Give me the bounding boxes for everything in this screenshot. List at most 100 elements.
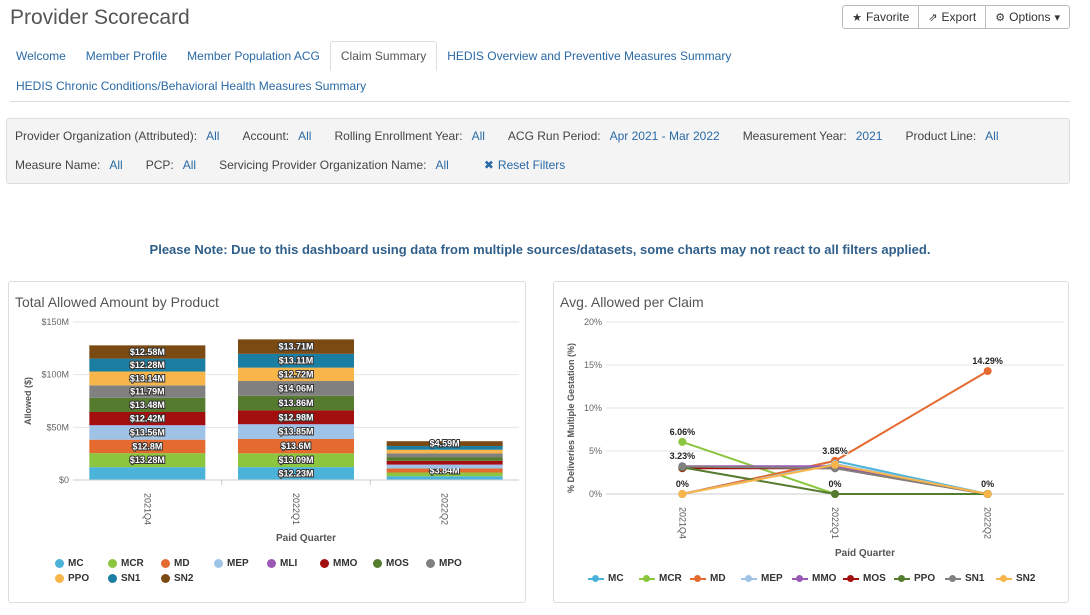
gear-icon: ⚙ bbox=[995, 11, 1006, 24]
legend-item-sn1[interactable]: SN1 bbox=[945, 573, 984, 584]
legend-item-mmo[interactable]: MMO bbox=[792, 573, 836, 584]
bar-segment-mos bbox=[386, 457, 503, 461]
legend-marker bbox=[267, 559, 276, 568]
bar-data-label: $13.6M bbox=[281, 441, 311, 451]
legend-item-mep[interactable]: MEP bbox=[214, 558, 249, 569]
legend-item-mmo[interactable]: MMO bbox=[320, 558, 357, 569]
tab-welcome[interactable]: Welcome bbox=[16, 49, 66, 63]
legend-label: PPO bbox=[68, 573, 90, 584]
legend-label: MOS bbox=[386, 558, 409, 569]
bar-segment-md bbox=[238, 439, 354, 454]
bar-segment-sn1 bbox=[89, 358, 206, 372]
bar-segment-sn2 bbox=[238, 339, 354, 354]
bar-data-label: $13.09M bbox=[278, 455, 313, 465]
bar-data-label: $14.06M bbox=[278, 383, 313, 393]
legend-label: SN2 bbox=[1016, 573, 1036, 584]
tab-hedis-chronic[interactable]: HEDIS Chronic Conditions/Behavioral Heal… bbox=[16, 79, 367, 93]
legend-marker bbox=[690, 574, 706, 583]
reset-filters-label: Reset Filters bbox=[497, 158, 566, 172]
filter-rolling-enrollment-year[interactable]: All bbox=[471, 129, 485, 143]
close-icon: ✖ bbox=[483, 158, 494, 172]
legend-marker bbox=[588, 574, 604, 583]
data-point-sn2 bbox=[831, 460, 839, 469]
bar-segment-mos bbox=[238, 395, 354, 411]
filter-label: Servicing Provider Organization Name: bbox=[219, 158, 427, 172]
y-axis-title: % Deliveries Multiple Gestation (%) bbox=[566, 343, 576, 493]
legend-item-mep[interactable]: MEP bbox=[741, 573, 783, 584]
legend-item-ppo[interactable]: PPO bbox=[894, 573, 935, 584]
bar-data-label: $12.98M bbox=[278, 412, 313, 422]
legend-label: MCR bbox=[659, 573, 682, 584]
legend-item-sn2[interactable]: SN2 bbox=[996, 573, 1035, 584]
filter-measure-name[interactable]: All bbox=[109, 158, 123, 172]
legend-item-md[interactable]: MD bbox=[161, 558, 190, 569]
reset-filters-button[interactable]: ✖ Reset Filters bbox=[484, 158, 565, 172]
bar-segment-mmo bbox=[386, 460, 503, 465]
legend-label: MEP bbox=[761, 573, 783, 584]
legend-item-mpo[interactable]: MPO bbox=[426, 558, 462, 569]
tab-member-population-acg[interactable]: Member Population ACG bbox=[187, 49, 320, 63]
bar-segment-mc bbox=[238, 467, 354, 480]
bar-data-label: $12.28M bbox=[130, 360, 165, 370]
legend-marker bbox=[108, 574, 117, 583]
legend-label: SN1 bbox=[121, 573, 141, 584]
legend-item-mli[interactable]: MLI bbox=[267, 558, 297, 569]
bar-segment-mmo bbox=[89, 411, 206, 426]
bar-segment-mpo bbox=[386, 453, 503, 458]
legend-item-md[interactable]: MD bbox=[690, 573, 726, 584]
bar-segment-sn1 bbox=[238, 353, 354, 368]
legend-label: MLI bbox=[280, 558, 298, 569]
filter-label: Provider Organization (Attributed): bbox=[15, 129, 198, 143]
options-button[interactable]: ⚙ Options ▾ bbox=[985, 5, 1070, 29]
tab-claim-summary[interactable]: Claim Summary bbox=[329, 41, 438, 71]
legend-item-mos[interactable]: MOS bbox=[843, 573, 886, 584]
bar-data-label: $13.56M bbox=[130, 428, 165, 438]
legend-item-mcr[interactable]: MCR bbox=[108, 558, 144, 569]
legend-marker bbox=[996, 574, 1012, 583]
filter-servicing-provider-organization[interactable]: All bbox=[435, 158, 449, 172]
y-tick-label: 15% bbox=[584, 360, 602, 370]
bar-segment-mc bbox=[386, 476, 503, 480]
tab-hedis-overview[interactable]: HEDIS Overview and Preventive Measures S… bbox=[447, 49, 732, 63]
bar-data-label: $12.23M bbox=[278, 469, 313, 479]
data-point-mcr bbox=[678, 437, 687, 446]
legend-label: MC bbox=[608, 573, 624, 584]
point-data-label: 14.29% bbox=[972, 356, 1003, 366]
legend-marker bbox=[741, 574, 757, 583]
legend-item-mc[interactable]: MC bbox=[55, 558, 84, 569]
filter-provider-organization[interactable]: All bbox=[206, 129, 220, 143]
legend-marker bbox=[55, 559, 64, 568]
page-title: Provider Scorecard bbox=[10, 6, 190, 29]
filter-account[interactable]: All bbox=[298, 129, 312, 143]
legend-marker bbox=[214, 559, 223, 568]
filter-pcp[interactable]: All bbox=[182, 158, 197, 172]
filter-acg-run-period[interactable]: Apr 2021 - Mar 2022 bbox=[609, 129, 720, 143]
bar-segment-ppo bbox=[386, 449, 503, 454]
legend-item-mc[interactable]: MC bbox=[588, 573, 624, 584]
legend-marker bbox=[843, 574, 859, 583]
legend-marker bbox=[426, 559, 435, 568]
legend-item-mos[interactable]: MOS bbox=[373, 558, 409, 569]
legend-item-ppo[interactable]: PPO bbox=[55, 573, 89, 584]
legend-item-sn2[interactable]: SN2 bbox=[161, 573, 193, 584]
export-button[interactable]: ⇗ Export bbox=[918, 5, 987, 29]
caret-down-icon: ▾ bbox=[1054, 11, 1060, 24]
bar-data-label: $12.42M bbox=[130, 414, 165, 424]
legend-item-sn1[interactable]: SN1 bbox=[108, 573, 140, 584]
bar-segment-mpo bbox=[238, 381, 354, 396]
bar-segment-mcr bbox=[89, 453, 206, 468]
filter-product-line[interactable]: All bbox=[985, 129, 999, 143]
y-tick-label: $150M bbox=[41, 317, 69, 327]
tab-member-profile[interactable]: Member Profile bbox=[85, 49, 168, 63]
filter-measurement-year[interactable]: 2021 bbox=[855, 129, 883, 143]
bar-segment-mos bbox=[89, 397, 206, 412]
favorite-button[interactable]: ★ Favorite bbox=[842, 5, 920, 29]
tab-bar: Welcome Member Profile Member Population… bbox=[6, 41, 1070, 101]
bar-segment-md bbox=[89, 439, 206, 454]
filter-row-2: Measure Name: All PCP: All Servicing Pro… bbox=[15, 158, 565, 172]
y-tick-label: 0% bbox=[589, 489, 602, 499]
bar-data-label: $13.86M bbox=[278, 398, 313, 408]
legend-item-mcr[interactable]: MCR bbox=[639, 573, 682, 584]
export-label: Export bbox=[941, 10, 977, 24]
data-point-sn1 bbox=[678, 462, 687, 471]
